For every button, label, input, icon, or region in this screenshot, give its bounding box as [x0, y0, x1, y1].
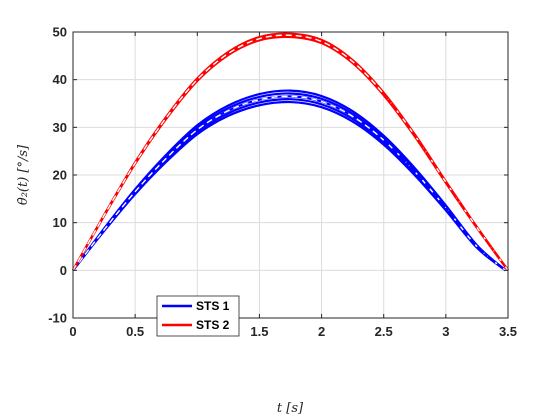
- series-sts1: [72, 89, 507, 272]
- y-tick-label: 40: [53, 72, 67, 87]
- series-sts2: [72, 32, 509, 271]
- series-mean-sts2: [72, 34, 509, 271]
- y-tick-label: 20: [53, 168, 67, 183]
- series-layer: [72, 32, 509, 272]
- x-tick-label: 0.5: [126, 324, 144, 339]
- x-tick-label: 3: [442, 324, 449, 339]
- legend-box: [156, 295, 240, 337]
- y-tick-label: 0: [60, 263, 67, 278]
- series-line-sts1: [72, 89, 507, 272]
- y-tick-label: 50: [53, 25, 67, 40]
- legend-label-sts1: STS 1: [196, 299, 230, 313]
- y-tick-label: 10: [53, 215, 67, 230]
- y-axis-label: θ̇₂(t) [°/s]: [16, 144, 31, 205]
- legend: STS 1 STS 2: [156, 295, 240, 337]
- legend-label-sts2: STS 2: [196, 318, 230, 332]
- series-tail-sts1: [382, 139, 507, 272]
- y-tick-label: -10: [48, 311, 67, 326]
- x-axis-label: t [s]: [277, 401, 304, 416]
- x-tick-label: 3.5: [499, 324, 517, 339]
- series-tail-sts2: [382, 93, 509, 271]
- y-tick-label: 30: [53, 120, 67, 135]
- x-tick-label: 2: [318, 324, 325, 339]
- x-tick-label: 1.5: [250, 324, 268, 339]
- x-tick-label: 2.5: [375, 324, 393, 339]
- x-tick-label: 0: [69, 324, 76, 339]
